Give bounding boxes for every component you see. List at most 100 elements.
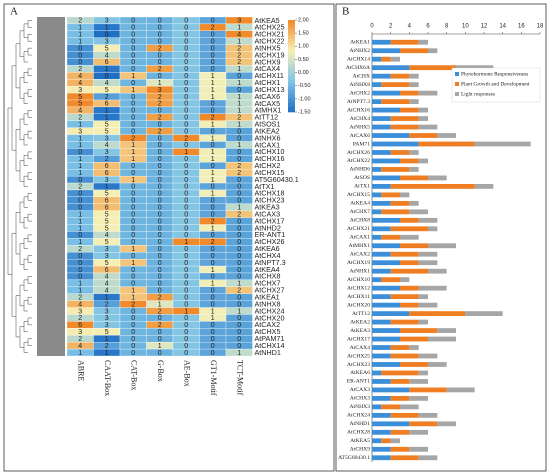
cell-value: 0 xyxy=(211,45,215,52)
cell-value: 0 xyxy=(211,204,215,211)
cell-value: 0 xyxy=(131,59,135,66)
cell-value: 0 xyxy=(158,232,162,239)
dendrogram xyxy=(23,279,28,291)
bar-segment xyxy=(400,217,419,223)
colorbar-step xyxy=(288,24,295,28)
bar-segment xyxy=(372,455,391,461)
row-label: AtNPT7.3 xyxy=(255,258,286,267)
bar-segment xyxy=(418,39,428,45)
row-label: AtNHX8 xyxy=(255,299,281,308)
cell-value: 0 xyxy=(158,246,162,253)
bar-segment xyxy=(409,65,456,71)
row-label: AtCHX15 xyxy=(255,168,285,177)
dendrogram xyxy=(23,113,28,125)
cell-value: 0 xyxy=(211,38,215,45)
cell-value: 0 xyxy=(158,260,162,267)
row-label: AtNHD1 xyxy=(255,348,281,357)
cell-value: 0 xyxy=(158,211,162,218)
cell-value: 2 xyxy=(237,170,241,177)
bar-segment xyxy=(372,277,382,283)
cell-value: 0 xyxy=(78,204,82,211)
cell-value: 1 xyxy=(237,108,241,115)
category-label: AtKEA2 xyxy=(350,319,370,325)
cell-value: 1 xyxy=(211,177,215,184)
bar-segment xyxy=(372,217,400,223)
cell-value: 0 xyxy=(158,170,162,177)
cell-value: 1 xyxy=(78,281,82,288)
x-tick-label: 4 xyxy=(408,24,412,30)
bar-segment xyxy=(418,260,438,266)
dendrogram xyxy=(27,110,32,118)
cell-value: 0 xyxy=(158,204,162,211)
bar-segment xyxy=(418,141,475,147)
colorbar-step xyxy=(288,100,295,104)
cell-value: 4 xyxy=(78,301,82,308)
panel-label: A xyxy=(10,6,18,18)
cell-value: 0 xyxy=(211,142,215,149)
cell-value: 1 xyxy=(184,149,188,156)
cell-value: 0 xyxy=(184,101,188,108)
bar-segment xyxy=(381,82,410,88)
cell-value: 0 xyxy=(211,294,215,301)
x-tick-label: 12 xyxy=(481,24,488,30)
category-label: AtCHX24 xyxy=(347,413,370,419)
bar-segment xyxy=(372,133,410,138)
bar-segment xyxy=(372,319,391,325)
cell-value: 0 xyxy=(131,52,135,59)
row-label: ER-ANT1 xyxy=(255,230,286,239)
bar-segment xyxy=(372,302,400,308)
cell-value: 5 xyxy=(78,101,82,108)
cell-value: 1 xyxy=(131,260,135,267)
cell-value: 5 xyxy=(105,218,109,225)
cell-value: 5 xyxy=(105,239,109,246)
category-label: AtCHX10 xyxy=(347,277,370,283)
category-label: AtKEA4 xyxy=(350,201,370,207)
cell-value: 0 xyxy=(184,267,188,274)
cell-value: 0 xyxy=(131,225,135,232)
cell-value: 2 xyxy=(78,336,82,343)
cell-value: 0 xyxy=(131,218,135,225)
colorbar-step xyxy=(288,105,295,108)
dendrogram xyxy=(27,130,32,139)
colorbar-label: 1.00 xyxy=(298,44,309,50)
cell-value: 0 xyxy=(131,45,135,52)
bar-segment xyxy=(372,184,391,189)
cell-value: 1 xyxy=(158,80,162,87)
cell-value: 0 xyxy=(158,135,162,142)
colorbar-label: 0.50 xyxy=(298,57,309,63)
cell-value: 0 xyxy=(78,59,82,66)
cell-value: 1 xyxy=(237,94,241,101)
cell-value: 0 xyxy=(237,73,241,80)
bar-segment xyxy=(418,217,438,223)
cell-value: 4 xyxy=(105,281,109,288)
bar-segment xyxy=(372,158,400,164)
cell-value: 6 xyxy=(105,101,109,108)
legend-label: Phytohormone Responsiveness xyxy=(461,71,528,77)
cell-value: 3 xyxy=(105,322,109,329)
cell-value: 0 xyxy=(211,18,215,25)
dendrogram xyxy=(19,77,24,99)
bar-segment xyxy=(372,387,410,393)
bar-segment xyxy=(372,285,400,291)
row-label: AtCHX19 xyxy=(255,50,285,59)
cell-value: 0 xyxy=(184,191,188,198)
bar-segment xyxy=(418,116,428,121)
column-label: CAT-Box xyxy=(129,360,138,390)
bar-segment xyxy=(390,353,419,359)
dendrogram xyxy=(11,65,16,151)
cell-value: 0 xyxy=(211,66,215,73)
colorbar-step xyxy=(288,49,295,53)
bar-segment xyxy=(372,141,419,147)
cell-value: 5 xyxy=(105,260,109,267)
row-label: AtCHX16 xyxy=(255,154,285,163)
cell-value: 0 xyxy=(237,267,241,274)
row-label: AtCHX7 xyxy=(255,279,281,288)
bar-segment xyxy=(381,209,410,215)
category-label: AtSOS xyxy=(354,175,370,181)
category-label: AtCHX16 xyxy=(347,107,370,113)
category-label: AtNHX8 xyxy=(349,82,370,88)
column-label: CAAT-Box xyxy=(103,360,112,396)
cell-value: 0 xyxy=(131,170,135,177)
dendrogram xyxy=(23,341,28,353)
cell-value: 6 xyxy=(78,322,82,329)
